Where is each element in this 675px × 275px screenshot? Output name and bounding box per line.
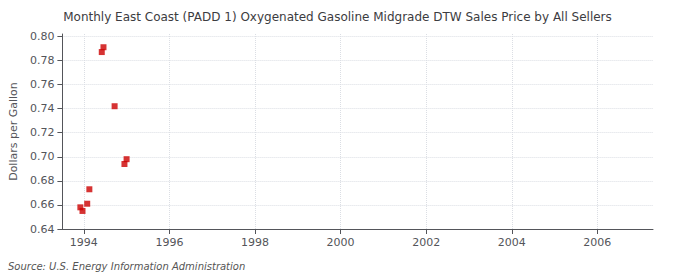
svg-text:0.76: 0.76 bbox=[30, 78, 55, 91]
svg-text:0.64: 0.64 bbox=[30, 223, 55, 236]
svg-text:2006: 2006 bbox=[583, 236, 611, 249]
svg-text:2000: 2000 bbox=[327, 236, 355, 249]
svg-text:0.72: 0.72 bbox=[30, 126, 55, 139]
svg-text:Dollars per Gallon: Dollars per Gallon bbox=[7, 82, 20, 181]
svg-text:0.80: 0.80 bbox=[30, 30, 55, 43]
svg-text:Monthly East Coast (PADD 1) Ox: Monthly East Coast (PADD 1) Oxygenated G… bbox=[63, 10, 612, 24]
svg-text:0.68: 0.68 bbox=[30, 174, 55, 187]
svg-text:Source: U.S. Energy Informatio: Source: U.S. Energy Information Administ… bbox=[8, 261, 245, 272]
svg-text:1996: 1996 bbox=[155, 236, 183, 249]
svg-text:1994: 1994 bbox=[70, 236, 98, 249]
svg-text:1998: 1998 bbox=[241, 236, 269, 249]
svg-text:0.70: 0.70 bbox=[30, 150, 55, 163]
svg-text:2004: 2004 bbox=[498, 236, 526, 249]
svg-text:2002: 2002 bbox=[412, 236, 440, 249]
svg-text:0.78: 0.78 bbox=[30, 54, 55, 67]
svg-text:0.66: 0.66 bbox=[30, 198, 55, 211]
svg-text:0.74: 0.74 bbox=[30, 102, 55, 115]
